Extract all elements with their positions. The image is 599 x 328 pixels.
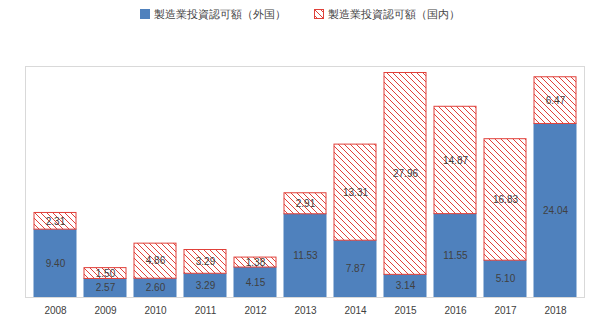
html-text:製造業投資認可額（外国）: 製造業投資認可額（外国）	[153, 7, 286, 20]
svg-text:2.91: 2.91	[296, 198, 316, 209]
svg-text:2008: 2008	[44, 305, 67, 316]
svg-text:11.53: 11.53	[293, 250, 318, 261]
svg-text:2015: 2015	[394, 305, 417, 316]
svg-text:2012: 2012	[244, 305, 267, 316]
svg-text:9.40: 9.40	[46, 258, 66, 269]
svg-text:24.04: 24.04	[543, 205, 568, 216]
svg-text:3.29: 3.29	[196, 280, 216, 291]
svg-text:4.15: 4.15	[246, 277, 266, 288]
svg-text:16.83: 16.83	[493, 194, 518, 205]
svg-text:1.38: 1.38	[246, 257, 266, 268]
svg-text:2016: 2016	[444, 305, 467, 316]
svg-text:1.50: 1.50	[96, 268, 116, 279]
svg-text:27.96: 27.96	[393, 168, 418, 179]
svg-text:2017: 2017	[494, 305, 517, 316]
svg-text:2009: 2009	[94, 305, 117, 316]
svg-text:2013: 2013	[294, 305, 317, 316]
svg-text:2018: 2018	[544, 305, 567, 316]
svg-text:2011: 2011	[195, 305, 217, 316]
svg-text:2014: 2014	[344, 305, 367, 316]
svg-text:4.86: 4.86	[146, 255, 166, 266]
svg-text:14.87: 14.87	[443, 155, 468, 166]
svg-text:2010: 2010	[144, 305, 167, 316]
svg-text:13.31: 13.31	[343, 187, 368, 198]
svg-text:2.60: 2.60	[146, 282, 166, 293]
svg-text:3.29: 3.29	[196, 256, 216, 267]
svg-text:3.14: 3.14	[396, 280, 416, 291]
svg-text:5.10: 5.10	[496, 273, 516, 284]
svg-text:2.57: 2.57	[96, 282, 116, 293]
svg-text:11.55: 11.55	[443, 250, 468, 261]
svg-text:2.31: 2.31	[46, 216, 66, 227]
svg-text:6.47: 6.47	[546, 95, 566, 106]
svg-text:7.87: 7.87	[346, 263, 366, 274]
html-text:製造業投資認可額（国内）: 製造業投資認可額（国内）	[327, 7, 460, 20]
